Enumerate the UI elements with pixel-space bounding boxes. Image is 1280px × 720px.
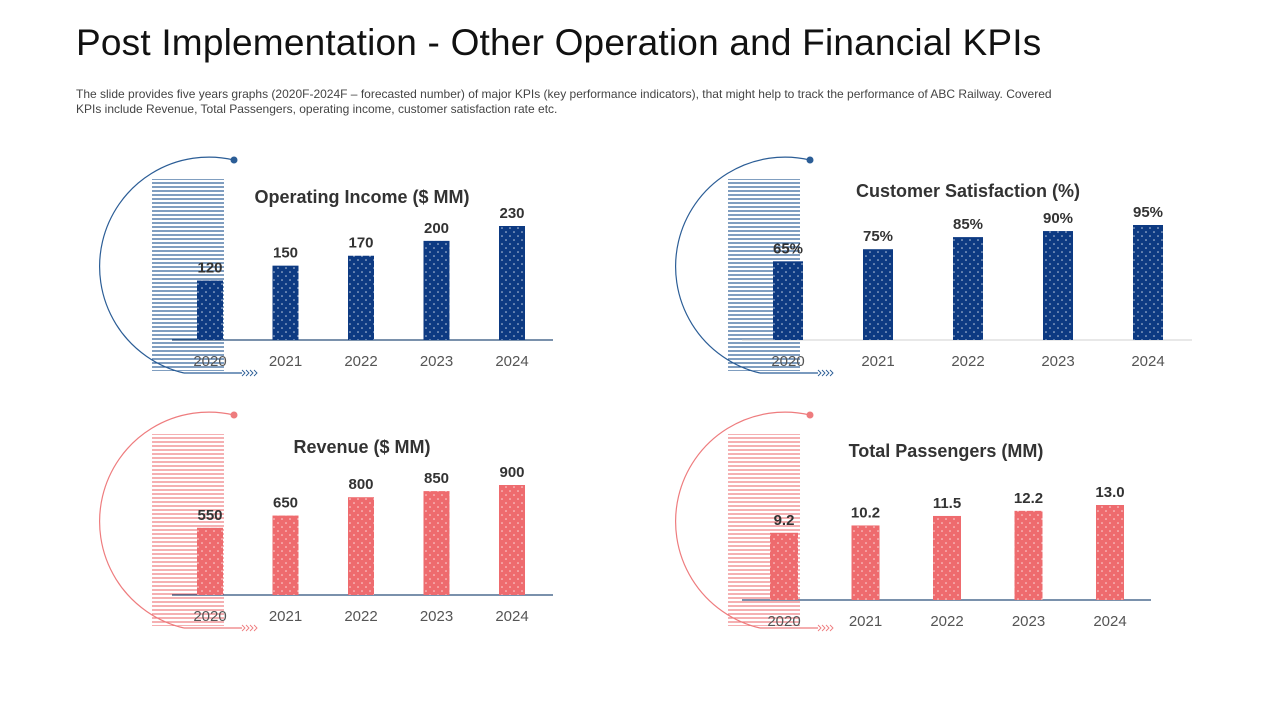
customer-satisfaction-panel: Customer Satisfaction (%) 65% 2020 75% 2021… [672, 150, 1232, 400]
chevron-icon [829, 624, 834, 632]
bar [499, 485, 525, 595]
bar [272, 515, 299, 595]
x-tick-label: 2022 [951, 353, 984, 370]
data-label: 120 [197, 260, 222, 277]
chevron-icon [245, 369, 250, 377]
arc-dot [806, 156, 814, 164]
bar [499, 226, 525, 340]
data-label: 230 [499, 205, 524, 222]
bar [423, 491, 450, 595]
data-label: 550 [197, 507, 222, 524]
x-tick-label: 2024 [495, 353, 528, 370]
data-label: 200 [424, 220, 449, 237]
bar [348, 255, 374, 340]
bar [272, 265, 299, 340]
data-label: 150 [273, 245, 298, 262]
chevron-icon [817, 624, 822, 632]
data-label: 90% [1043, 210, 1073, 227]
x-tick-label: 2020 [193, 608, 226, 625]
data-label: 800 [348, 476, 373, 493]
arc-dot [230, 156, 238, 164]
revenue-panel: Revenue ($ MM) 550 2020 650 2021 800 2022 850 2… [96, 405, 656, 655]
chevron-icon [249, 369, 254, 377]
x-tick-label: 2020 [193, 353, 226, 370]
x-tick-label: 2021 [269, 608, 302, 625]
chevron-icon [249, 624, 254, 632]
arc-outline [675, 411, 811, 629]
bar-chart: 65% 2020 75% 2021 85% 2022 90% 2023 95% 2024 [742, 204, 1192, 370]
bar [1096, 505, 1124, 600]
chevron-icon [821, 369, 826, 377]
data-label: 10.2 [851, 504, 880, 521]
data-label: 13.0 [1095, 484, 1124, 501]
page-title: Post Implementation - Other Operation an… [76, 22, 1042, 63]
chevron-icon [821, 624, 826, 632]
bar-chart: 120 2020 150 2021 170 2022 200 2023 230 2024 [172, 205, 553, 370]
bar [770, 532, 798, 600]
chart-title: Customer Satisfaction (%) [855, 181, 1081, 201]
bar [953, 237, 983, 340]
x-tick-label: 2022 [930, 613, 963, 630]
arc-outline [99, 411, 235, 629]
data-label: 12.2 [1014, 490, 1043, 507]
arc-dot [230, 411, 238, 419]
page-description: The slide provides five years graphs (20… [76, 87, 1052, 116]
data-label: 85% [953, 216, 983, 233]
x-tick-label: 2020 [771, 353, 804, 370]
arc-outline [99, 156, 235, 374]
bar [851, 525, 880, 600]
chart-title: Total Passengers (MM) [848, 441, 1044, 461]
x-tick-label: 2020 [767, 613, 800, 630]
x-tick-label: 2021 [849, 613, 882, 630]
data-label: 900 [499, 464, 524, 481]
chevron-icon [825, 369, 830, 377]
data-label: 650 [273, 495, 298, 512]
x-tick-label: 2021 [269, 353, 302, 370]
bar [933, 515, 961, 600]
chevron-icon [253, 369, 258, 377]
chart-title: Operating Income ($ MM) [254, 187, 470, 207]
data-label: 170 [348, 235, 373, 252]
x-tick-label: 2023 [1041, 353, 1074, 370]
bar-chart: 550 2020 650 2021 800 2022 850 2023 900 2024 [172, 464, 553, 625]
chevron-icon [825, 624, 830, 632]
chevron-icon [241, 369, 246, 377]
chevron-icon [245, 624, 250, 632]
x-tick-label: 2024 [1093, 613, 1126, 630]
chevron-icon [817, 369, 822, 377]
chevron-icon [241, 624, 246, 632]
data-label: 11.5 [933, 495, 961, 512]
bar [197, 527, 223, 595]
bar [773, 261, 803, 340]
arc-outline [675, 156, 811, 374]
data-label: 9.2 [774, 512, 795, 529]
operating-income-panel: Operating Income ($ MM) 120 2020 150 2021 17… [96, 150, 656, 400]
x-tick-label: 2024 [1131, 353, 1164, 370]
x-tick-label: 2023 [420, 608, 453, 625]
bar [1014, 510, 1043, 600]
chevron-icon [829, 369, 834, 377]
arc-dot [806, 411, 814, 419]
bar [1043, 231, 1073, 340]
data-label: 850 [424, 470, 449, 487]
chevron-icon [253, 624, 258, 632]
x-tick-label: 2022 [344, 608, 377, 625]
data-label: 95% [1133, 204, 1163, 221]
x-tick-label: 2023 [420, 353, 453, 370]
x-tick-label: 2023 [1012, 613, 1045, 630]
bar [1133, 225, 1163, 340]
data-label: 75% [863, 228, 893, 245]
data-label: 65% [773, 240, 803, 257]
x-tick-label: 2024 [495, 608, 528, 625]
bar [348, 497, 374, 595]
bar [863, 249, 893, 340]
x-tick-label: 2021 [861, 353, 894, 370]
chart-title: Revenue ($ MM) [293, 437, 431, 457]
x-tick-label: 2022 [344, 353, 377, 370]
bar-chart: 9.2 2020 10.2 2021 11.5 2022 12.2 2023 13.0 2024 [742, 484, 1151, 630]
total-passengers-panel: Total Passengers (MM) 9.2 2020 10.2 2021 11.… [672, 405, 1232, 655]
bar [197, 280, 223, 340]
bar [423, 240, 450, 340]
